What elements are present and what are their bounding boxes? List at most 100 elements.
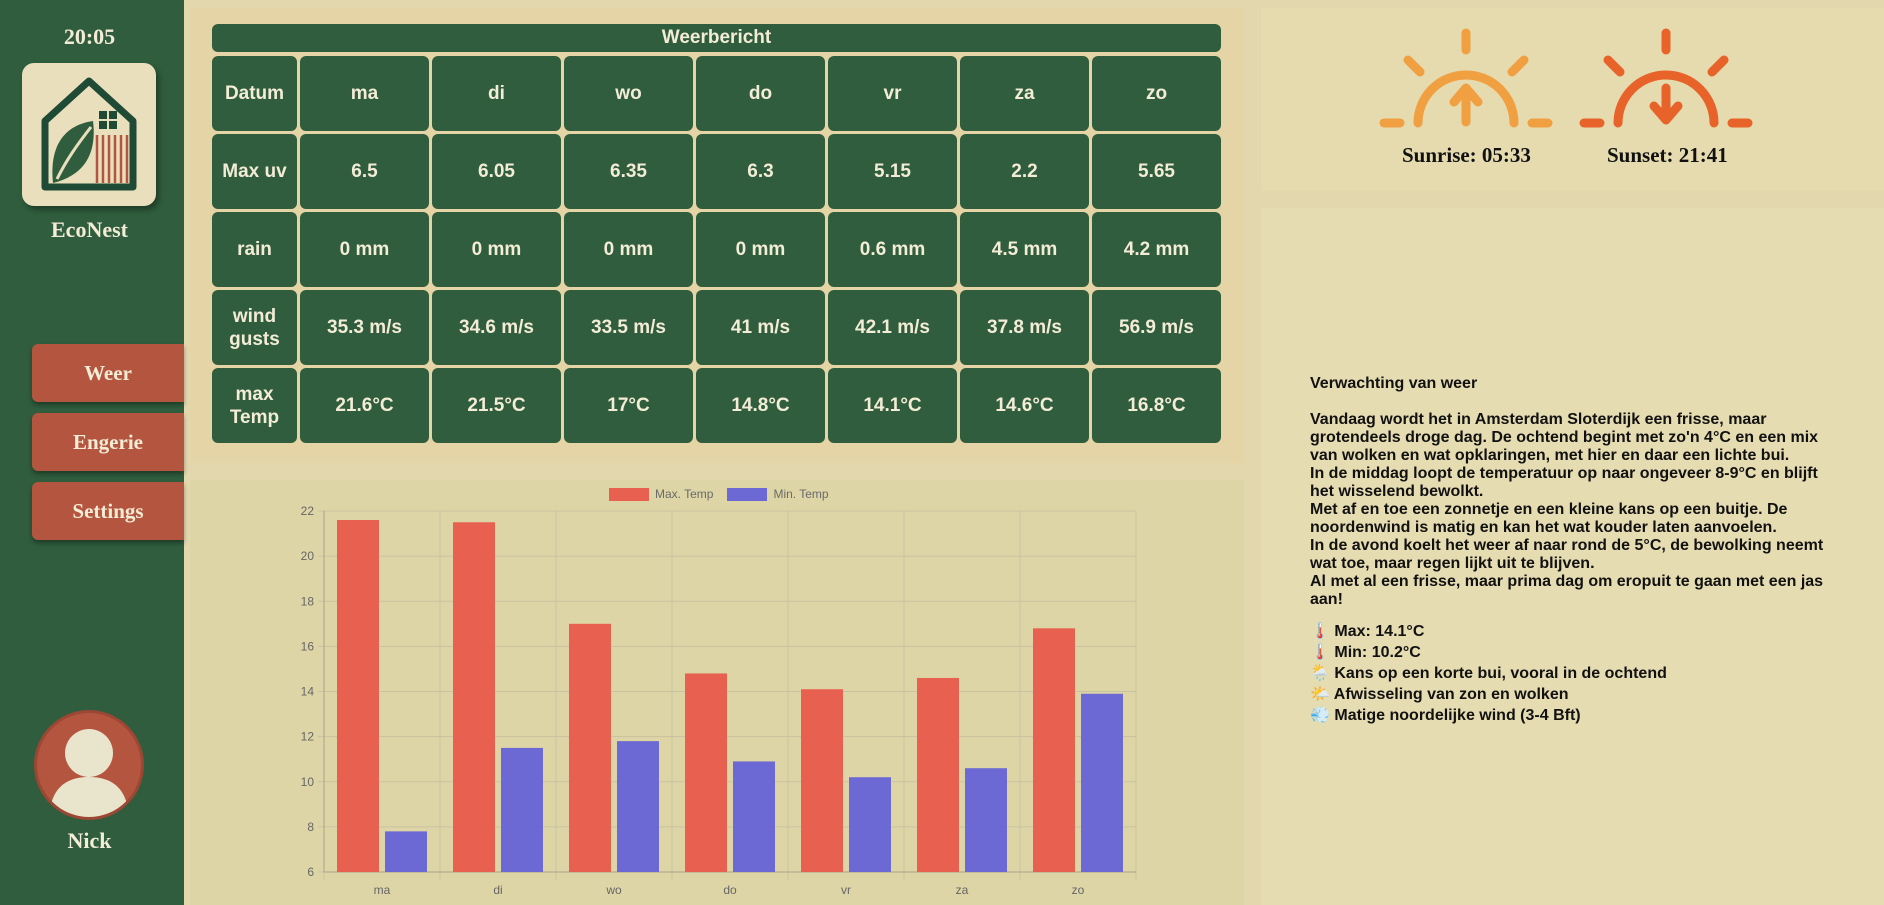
x-tick-label: za <box>956 883 969 897</box>
table-cell: 4.5 mm <box>960 212 1089 287</box>
table-cell: 4.2 mm <box>1092 212 1221 287</box>
table-cell: 21.6°C <box>300 368 429 443</box>
table-cell: 16.8°C <box>1092 368 1221 443</box>
forecast-paragraph: Al met al een frisse, maar prima dag om … <box>1310 573 1824 608</box>
chart-legend: Max. Temp Min. Temp <box>609 487 843 501</box>
sun-rain-icon: 🌦️ <box>1310 665 1330 682</box>
bar-max-temp <box>453 522 495 872</box>
forecast-bullet: 💨 Matige noordelijke wind (3-4 Bft) <box>1310 705 1836 726</box>
avatar[interactable] <box>34 710 144 820</box>
table-cell: 14.8°C <box>696 368 825 443</box>
legend-label-min: Min. Temp <box>773 487 829 501</box>
wind-icon: 💨 <box>1310 707 1330 724</box>
table-cell: 14.1°C <box>828 368 957 443</box>
y-tick-label: 16 <box>301 639 315 653</box>
bar-min-temp <box>385 831 427 872</box>
bar-min-temp <box>849 777 891 872</box>
forecast-paragraph: In de avond koelt het weer af naar rond … <box>1310 537 1824 572</box>
forecast-bullet: 🌦️ Kans op een korte bui, vooral in de o… <box>1310 663 1836 684</box>
house-leaf-icon <box>41 77 137 191</box>
table-cell: 6.35 <box>564 134 693 209</box>
bar-max-temp <box>685 673 727 872</box>
y-tick-label: 12 <box>301 730 315 744</box>
brand-name: EcoNest <box>51 217 128 242</box>
forecast-bullet-text: Max: 14.1°C <box>1334 623 1425 640</box>
x-tick-label: vr <box>841 883 851 897</box>
bar-min-temp <box>733 761 775 872</box>
table-row-label: rain <box>212 212 297 287</box>
table-day-header: vr <box>828 56 957 131</box>
y-tick-label: 14 <box>301 685 315 699</box>
bar-max-temp <box>569 623 611 872</box>
table-cell: 34.6 m/s <box>432 290 561 365</box>
sun-cloud-icon: 🌤️ <box>1310 686 1330 703</box>
bar-max-temp <box>917 677 959 872</box>
bar-max-temp <box>1033 628 1075 872</box>
table-cell: 56.9 m/s <box>1092 290 1221 365</box>
y-tick-label: 22 <box>301 504 315 518</box>
forecast-bullet: 🌡️ Max: 14.1°C <box>1310 621 1836 642</box>
user-icon <box>49 729 129 817</box>
forecast-bullet-text: Min: 10.2°C <box>1334 644 1421 661</box>
sunset-time: Sunset: 21:41 <box>1607 143 1728 167</box>
legend-label-max: Max. Temp <box>655 487 714 501</box>
x-tick-label: do <box>723 883 737 897</box>
y-tick-label: 10 <box>301 775 315 789</box>
forecast-paragraph: Vandaag wordt het in Amsterdam Sloterdij… <box>1310 411 1819 464</box>
table-cell: 14.6°C <box>960 368 1089 443</box>
table-cell: 6.05 <box>432 134 561 209</box>
legend-swatch-max <box>609 487 649 501</box>
table-cell: 35.3 m/s <box>300 290 429 365</box>
thermometer-icon: 🌡️ <box>1310 644 1330 661</box>
legend-item-min[interactable]: Min. Temp <box>727 487 829 501</box>
y-tick-label: 8 <box>307 820 314 834</box>
y-tick-label: 18 <box>301 594 315 608</box>
forecast-bullet-text: Afwisseling van zon en wolken <box>1333 686 1569 703</box>
sidebar: 20:05 EcoNest Weer Engerie Settings Nick <box>0 0 184 905</box>
table-day-header: ma <box>300 56 429 131</box>
forecast-bullet-text: Kans op een korte bui, vooral in de ocht… <box>1334 665 1667 682</box>
weather-table-title: Weerbericht <box>212 24 1221 52</box>
table-cell: 33.5 m/s <box>564 290 693 365</box>
clock: 20:05 <box>63 24 116 49</box>
x-tick-label: di <box>493 883 502 897</box>
x-tick-label: ma <box>374 883 391 897</box>
bar-max-temp <box>801 689 843 872</box>
table-day-header: do <box>696 56 825 131</box>
y-tick-label: 6 <box>307 865 314 879</box>
x-tick-label: zo <box>1072 883 1085 897</box>
forecast-paragraph: Met af en toe een zonnetje en een kleine… <box>1310 501 1788 536</box>
table-cell: 37.8 m/s <box>960 290 1089 365</box>
legend-item-max[interactable]: Max. Temp <box>609 487 713 501</box>
nav-energie-button[interactable]: Engerie <box>32 413 184 471</box>
table-row-label: Max uv <box>212 134 297 209</box>
forecast-paragraph: In de middag loopt de temperatuur op naa… <box>1310 465 1818 500</box>
user-name: Nick <box>67 828 112 853</box>
table-cell: 6.5 <box>300 134 429 209</box>
forecast-text: Verwachting van weer Vandaag wordt het i… <box>1310 375 1836 726</box>
table-cell: 21.5°C <box>432 368 561 443</box>
table-cell: 6.3 <box>696 134 825 209</box>
table-day-header: wo <box>564 56 693 131</box>
econest-logo <box>22 63 156 206</box>
bar-max-temp <box>337 520 379 872</box>
nav-weer-button[interactable]: Weer <box>32 344 184 402</box>
forecast-bullets: 🌡️ Max: 14.1°C 🌡️ Min: 10.2°C 🌦️ Kans op… <box>1310 621 1836 726</box>
x-tick-label: wo <box>605 883 622 897</box>
nav-settings-button[interactable]: Settings <box>32 482 184 540</box>
table-day-header: za <box>960 56 1089 131</box>
table-cell: 17°C <box>564 368 693 443</box>
table-row-label: max Temp <box>212 368 297 443</box>
table-cell: 42.1 m/s <box>828 290 957 365</box>
forecast-bullet-text: Matige noordelijke wind (3-4 Bft) <box>1334 707 1581 724</box>
y-tick-label: 20 <box>301 549 315 563</box>
table-cell: 0 mm <box>432 212 561 287</box>
legend-swatch-min <box>727 487 768 501</box>
forecast-bullet: 🌤️ Afwisseling van zon en wolken <box>1310 684 1836 705</box>
bar-min-temp <box>965 768 1007 872</box>
forecast-title: Verwachting van weer <box>1310 375 1478 392</box>
table-day-header: zo <box>1092 56 1221 131</box>
sunrise-icon <box>1379 28 1553 128</box>
table-cell: 0 mm <box>696 212 825 287</box>
table-cell: 0.6 mm <box>828 212 957 287</box>
